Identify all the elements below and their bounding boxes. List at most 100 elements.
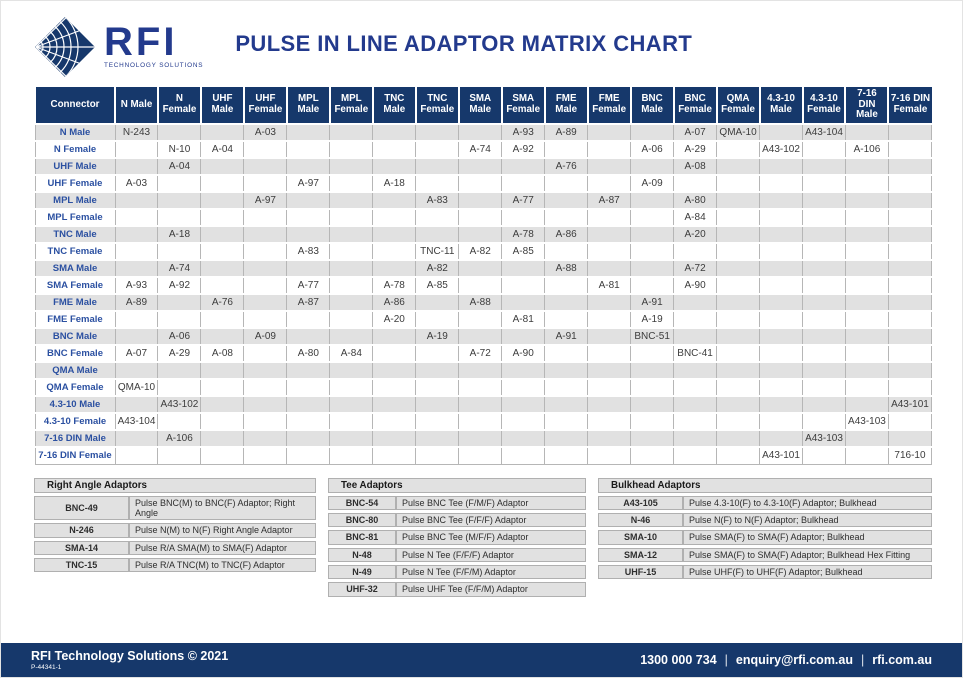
matrix-cell xyxy=(587,327,632,345)
adaptor-code: A43-105 xyxy=(598,495,683,511)
matrix-cell: A-78 xyxy=(372,276,417,294)
matrix-cell xyxy=(458,191,503,209)
matrix-cell xyxy=(372,225,417,243)
matrix-cell xyxy=(157,412,202,430)
adaptor-code: BNC-80 xyxy=(328,513,396,528)
row-header: 7-16 DIN Female xyxy=(34,446,116,465)
footer-left: RFI Technology Solutions © 2021 P-44341-… xyxy=(31,649,228,671)
matrix-cell: A-85 xyxy=(415,276,460,294)
footer-company: RFI Technology Solutions © 2021 xyxy=(31,649,229,663)
matrix-cell xyxy=(802,174,846,192)
footer-part-number: P-44341-1 xyxy=(31,664,62,671)
legend-row: UHF-32 Pulse UHF Tee (F/F/M) Adaptor xyxy=(328,582,586,597)
matrix-cell xyxy=(759,225,803,243)
matrix-cell xyxy=(458,412,503,430)
legend-row: TNC-15 Pulse R/A TNC(M) to TNC(F) Adaptor xyxy=(34,558,316,573)
matrix-cell xyxy=(716,361,761,379)
header: RFI TECHNOLOGY SOLUTIONS PULSE IN LINE A… xyxy=(1,1,962,81)
matrix-cell xyxy=(114,446,159,465)
matrix-cell: A43-101 xyxy=(887,395,933,413)
matrix-row: SMA Female A-93 A-92 A-77 A-78 A-85 A-81 A-90 xyxy=(34,276,933,294)
rfi-logo-tagline: TECHNOLOGY SOLUTIONS xyxy=(104,62,204,69)
matrix-cell: A-87 xyxy=(587,191,632,209)
matrix-cell xyxy=(114,225,159,243)
matrix-cell xyxy=(587,378,632,396)
matrix-cell xyxy=(887,208,933,226)
matrix-cell: A-08 xyxy=(673,157,718,175)
adaptor-matrix-table: Connector N Male N Female UHF Male UHF Femal… xyxy=(34,87,933,465)
matrix-cell xyxy=(243,208,288,226)
matrix-cell xyxy=(200,412,245,430)
matrix-cell xyxy=(716,225,761,243)
matrix-cell xyxy=(844,344,889,362)
matrix-cell xyxy=(114,259,159,277)
legend-row: N-49 Pulse N Tee (F/F/M) Adaptor xyxy=(328,565,586,580)
matrix-cell xyxy=(844,208,889,226)
adaptor-description: Pulse SMA(F) to SMA(F) Adaptor; Bulkhead xyxy=(683,530,932,545)
matrix-header: Connector N Male N Female UHF Male UHF Femal… xyxy=(34,87,932,124)
column-header: SMA Male xyxy=(457,87,502,124)
matrix-cell: A-03 xyxy=(243,123,288,141)
matrix-cell xyxy=(544,395,589,413)
matrix-cell xyxy=(200,446,245,465)
matrix-cell: A-83 xyxy=(415,191,460,209)
matrix-cell xyxy=(844,446,889,465)
matrix-cell xyxy=(200,395,245,413)
legend-row: BNC-54 Pulse BNC Tee (F/M/F) Adaptor xyxy=(328,495,586,511)
matrix-cell xyxy=(114,140,159,158)
matrix-cell: A-81 xyxy=(587,276,632,294)
matrix-cell xyxy=(802,157,846,175)
matrix-cell xyxy=(372,208,417,226)
matrix-cell xyxy=(415,140,460,158)
matrix-cell xyxy=(587,242,632,260)
adaptor-description: Pulse N(M) to N(F) Right Angle Adaptor xyxy=(129,523,316,538)
matrix-cell xyxy=(673,327,718,345)
matrix-cell xyxy=(415,157,460,175)
matrix-cell xyxy=(286,191,331,209)
matrix-cell xyxy=(802,310,846,328)
matrix-cell: N-10 xyxy=(157,140,202,158)
matrix-cell xyxy=(802,344,846,362)
matrix-cell xyxy=(329,208,374,226)
matrix-cell: A-04 xyxy=(200,140,245,158)
matrix-cell xyxy=(157,310,202,328)
matrix-cell xyxy=(759,191,803,209)
matrix-row: SMA Male A-74 A-82 A-88 A-72 xyxy=(34,259,933,277)
matrix-cell: A-74 xyxy=(157,259,202,277)
matrix-cell xyxy=(887,140,933,158)
column-header: BNC Female xyxy=(672,87,717,124)
matrix-cell: 716-10 xyxy=(887,446,933,465)
matrix-cell: A-29 xyxy=(673,140,718,158)
matrix-cell xyxy=(200,157,245,175)
matrix-cell xyxy=(887,429,933,447)
matrix-cell xyxy=(200,225,245,243)
matrix-cell xyxy=(415,429,460,447)
legend-row: SMA-14 Pulse R/A SMA(M) to SMA(F) Adaptor xyxy=(34,540,316,556)
matrix-cell xyxy=(544,310,589,328)
matrix-cell xyxy=(673,293,718,311)
matrix-cell xyxy=(544,429,589,447)
matrix-cell: A-86 xyxy=(372,293,417,311)
matrix-cell xyxy=(329,123,374,141)
matrix-cell xyxy=(372,429,417,447)
matrix-cell xyxy=(630,378,675,396)
rfi-logo-diamond-icon xyxy=(35,17,95,77)
matrix-cell: BNC-51 xyxy=(630,327,675,345)
matrix-cell: A-80 xyxy=(673,191,718,209)
matrix-cell: A-03 xyxy=(114,174,159,192)
matrix-cell xyxy=(372,140,417,158)
column-header: 4.3-10 Male xyxy=(758,87,803,124)
matrix-cell xyxy=(759,344,803,362)
matrix-cell xyxy=(887,327,933,345)
matrix-cell xyxy=(802,242,846,260)
matrix-cell: A-06 xyxy=(630,140,675,158)
matrix-cell: A-72 xyxy=(458,344,503,362)
matrix-cell: A-93 xyxy=(501,123,546,141)
matrix-cell xyxy=(200,310,245,328)
matrix-cell: N-243 xyxy=(114,123,159,141)
matrix-cell xyxy=(114,208,159,226)
matrix-cell xyxy=(759,395,803,413)
matrix-cell xyxy=(458,174,503,192)
matrix-cell xyxy=(544,208,589,226)
